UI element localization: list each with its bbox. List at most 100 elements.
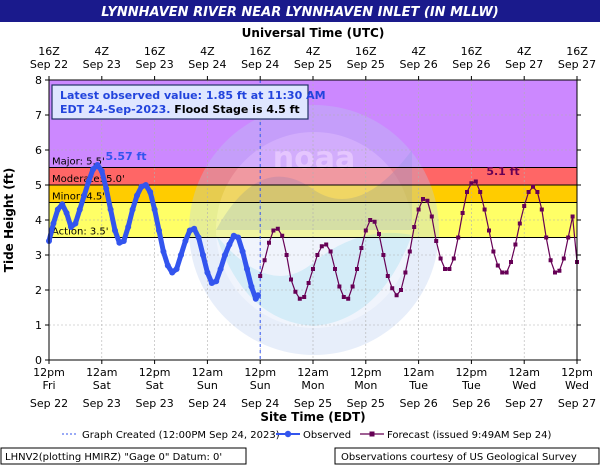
forecast-point — [363, 228, 368, 233]
top-tick-date: Sep 25 — [294, 58, 332, 71]
top-tick-label: 16Z — [38, 45, 60, 58]
forecast-point — [504, 270, 509, 275]
observed-point — [178, 252, 184, 258]
observed-point — [248, 283, 255, 290]
observed-point — [244, 266, 250, 272]
footer-right-box — [334, 447, 600, 465]
observed-point — [235, 234, 242, 241]
observed-point — [156, 227, 162, 234]
flood-label-action: Action: 3.5' — [52, 227, 109, 238]
forecast-point — [381, 253, 386, 257]
legend-graph-created: Graph Created (12:00PM Sep 24, 2023) — [82, 430, 280, 441]
forecast-point — [570, 214, 575, 219]
legend-observed-marker — [284, 430, 292, 438]
top-tick-date: Sep 24 — [241, 58, 279, 71]
observed-point — [63, 210, 70, 216]
forecast-point — [355, 267, 359, 271]
observed-point — [112, 227, 118, 234]
bottom-tick-time: 12pm — [456, 366, 488, 379]
observed-point — [147, 189, 154, 195]
observed-point — [85, 178, 92, 185]
legend-forecast-marker — [369, 431, 375, 437]
forecast-point — [341, 295, 346, 299]
forecast-point — [482, 207, 487, 212]
y-tick-label: 6 — [35, 144, 42, 157]
top-tick-label: 4Z — [517, 45, 532, 58]
bottom-tick-time: 12am — [86, 366, 117, 379]
forecast-point — [359, 246, 364, 250]
top-axis-title: Universal Time (UTC) — [242, 26, 385, 40]
forecast-point — [495, 263, 500, 268]
bottom-tick-date: Sep 24 — [188, 397, 226, 410]
observed-peak-label: 5.57 ft — [105, 150, 146, 163]
latest-line1: Latest observed value: 1.85 ft at 11:30 … — [60, 89, 326, 102]
bottom-tick-date: Sep 27 — [505, 397, 543, 410]
observed-point — [239, 248, 246, 255]
y-tick-label: 3 — [35, 249, 42, 262]
forecast-point — [328, 249, 333, 254]
top-tick-date: Sep 22 — [30, 58, 68, 71]
observed-point — [120, 238, 127, 244]
forecast-point — [284, 253, 289, 257]
y-tick-label: 2 — [35, 284, 42, 297]
forecast-point — [500, 270, 505, 275]
observed-point — [54, 206, 61, 213]
observed-point — [68, 224, 74, 230]
top-tick-date: Sep 23 — [135, 58, 173, 71]
forecast-point — [513, 242, 518, 247]
svg-text:noaa: noaa — [273, 141, 355, 176]
forecast-point — [324, 242, 329, 247]
forecast-point — [403, 270, 408, 275]
observed-point — [59, 201, 66, 208]
forecast-point — [385, 274, 390, 278]
footer-left-box — [0, 447, 247, 465]
bottom-tick-day: Sun — [250, 379, 271, 392]
observed-point — [72, 220, 79, 227]
bottom-tick-day: Sun — [197, 379, 218, 392]
forecast-point — [333, 267, 337, 271]
forecast-point — [319, 244, 324, 249]
forecast-point — [412, 225, 417, 229]
observed-point — [191, 225, 198, 232]
top-tick-label: 4Z — [200, 45, 215, 58]
top-tick-date: Sep 23 — [83, 58, 121, 71]
top-tick-date: Sep 24 — [188, 58, 226, 71]
forecast-point — [443, 267, 447, 271]
top-tick-label: 4Z — [411, 45, 426, 58]
x-axis-title: Site Time (EDT) — [260, 410, 365, 424]
flood-label-minor: Minor: 4.5' — [52, 192, 105, 203]
forecast-point — [438, 256, 443, 261]
observed-point — [103, 185, 110, 192]
bottom-tick-date: Sep 24 — [241, 397, 279, 410]
forecast-point — [429, 214, 434, 219]
forecast-point — [526, 190, 531, 194]
forecast-point — [451, 256, 456, 261]
top-tick-date: Sep 27 — [558, 58, 596, 71]
forecast-point — [509, 260, 513, 264]
bottom-tick-date: Sep 26 — [399, 397, 437, 410]
flood-label-major: Major: 5.5' — [52, 157, 105, 168]
forecast-point — [553, 270, 557, 275]
bottom-tick-time: 12pm — [561, 366, 593, 379]
forecast-point — [390, 286, 395, 291]
bottom-tick-date: Sep 25 — [347, 397, 385, 410]
top-tick-label: 16Z — [566, 45, 588, 58]
title-bar — [0, 0, 600, 22]
forecast-point — [421, 197, 425, 201]
top-tick-label: 16Z — [461, 45, 483, 58]
observed-point — [107, 206, 114, 213]
forecast-point — [275, 226, 280, 231]
observed-point — [182, 238, 189, 244]
observed-point — [255, 292, 261, 299]
observed-point — [222, 252, 228, 258]
bottom-tick-date: Sep 26 — [452, 397, 490, 410]
latest-line2-flood: Flood Stage is 4.5 ft — [170, 103, 299, 116]
bottom-tick-date: Sep 27 — [558, 397, 596, 410]
footer-datum: LHNV2(plotting HMIRZ) "Gage 0" Datum: 0' — [5, 452, 222, 463]
bottom-tick-day: Sat — [146, 379, 165, 392]
forecast-point — [544, 235, 549, 240]
top-tick-label: 16Z — [249, 45, 271, 58]
bottom-tick-date: Sep 23 — [135, 397, 173, 410]
